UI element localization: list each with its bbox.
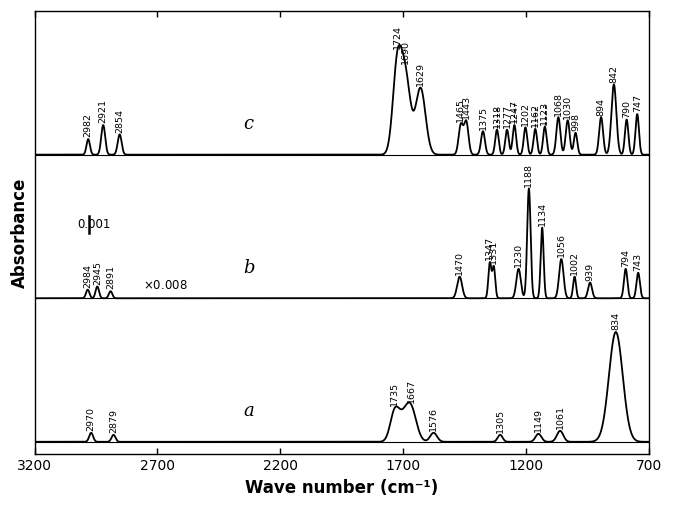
- Text: 1056: 1056: [557, 233, 566, 258]
- Text: 1629: 1629: [416, 62, 425, 86]
- Text: 834: 834: [611, 312, 621, 330]
- Text: 1724: 1724: [393, 25, 402, 49]
- Text: 998: 998: [571, 113, 580, 131]
- Text: 1331: 1331: [489, 240, 498, 264]
- Text: 2854: 2854: [115, 109, 124, 133]
- Text: 1061: 1061: [556, 405, 565, 429]
- Text: 842: 842: [609, 65, 618, 83]
- Text: 1443: 1443: [462, 94, 470, 119]
- Text: 2945: 2945: [93, 261, 102, 285]
- Text: 1149: 1149: [534, 408, 543, 432]
- Text: 1690: 1690: [401, 40, 410, 64]
- Text: 1134: 1134: [538, 202, 546, 226]
- Text: 2984: 2984: [83, 264, 92, 288]
- Text: 1030: 1030: [563, 94, 572, 119]
- Text: b: b: [244, 259, 255, 277]
- Text: 1002: 1002: [570, 251, 579, 275]
- X-axis label: Wave number (cm⁻¹): Wave number (cm⁻¹): [245, 479, 438, 497]
- Text: 1318: 1318: [493, 104, 501, 128]
- Text: 939: 939: [586, 263, 594, 281]
- Text: 0.001: 0.001: [77, 218, 111, 231]
- Text: 894: 894: [596, 98, 606, 115]
- Text: 1576: 1576: [429, 407, 438, 431]
- Text: 1735: 1735: [390, 383, 399, 406]
- Text: 794: 794: [621, 249, 630, 267]
- Text: 1068: 1068: [554, 91, 563, 115]
- Text: 1230: 1230: [514, 243, 523, 267]
- Text: 1188: 1188: [524, 163, 534, 187]
- Text: 1202: 1202: [521, 102, 530, 125]
- Text: 747: 747: [633, 94, 642, 112]
- Text: 1465: 1465: [456, 98, 465, 121]
- Text: 1305: 1305: [495, 409, 505, 433]
- Text: 1277: 1277: [503, 104, 511, 128]
- Text: 1162: 1162: [531, 103, 540, 127]
- Text: $\times$0.008: $\times$0.008: [143, 279, 187, 292]
- Text: 1667: 1667: [406, 379, 416, 403]
- Text: 2982: 2982: [83, 113, 93, 137]
- Text: 1247: 1247: [510, 99, 519, 123]
- Text: 1470: 1470: [455, 251, 464, 275]
- Text: a: a: [244, 402, 254, 421]
- Text: 2921: 2921: [99, 99, 108, 123]
- Text: 1123: 1123: [540, 101, 549, 125]
- Text: 2970: 2970: [87, 407, 96, 431]
- Text: 1347: 1347: [485, 236, 495, 260]
- Y-axis label: Absorbance: Absorbance: [11, 178, 29, 288]
- Text: 790: 790: [622, 100, 631, 118]
- Text: 743: 743: [634, 253, 643, 271]
- Text: c: c: [244, 115, 254, 133]
- Text: 2879: 2879: [109, 409, 118, 433]
- Text: 2891: 2891: [106, 266, 115, 290]
- Text: 1375: 1375: [479, 106, 487, 130]
